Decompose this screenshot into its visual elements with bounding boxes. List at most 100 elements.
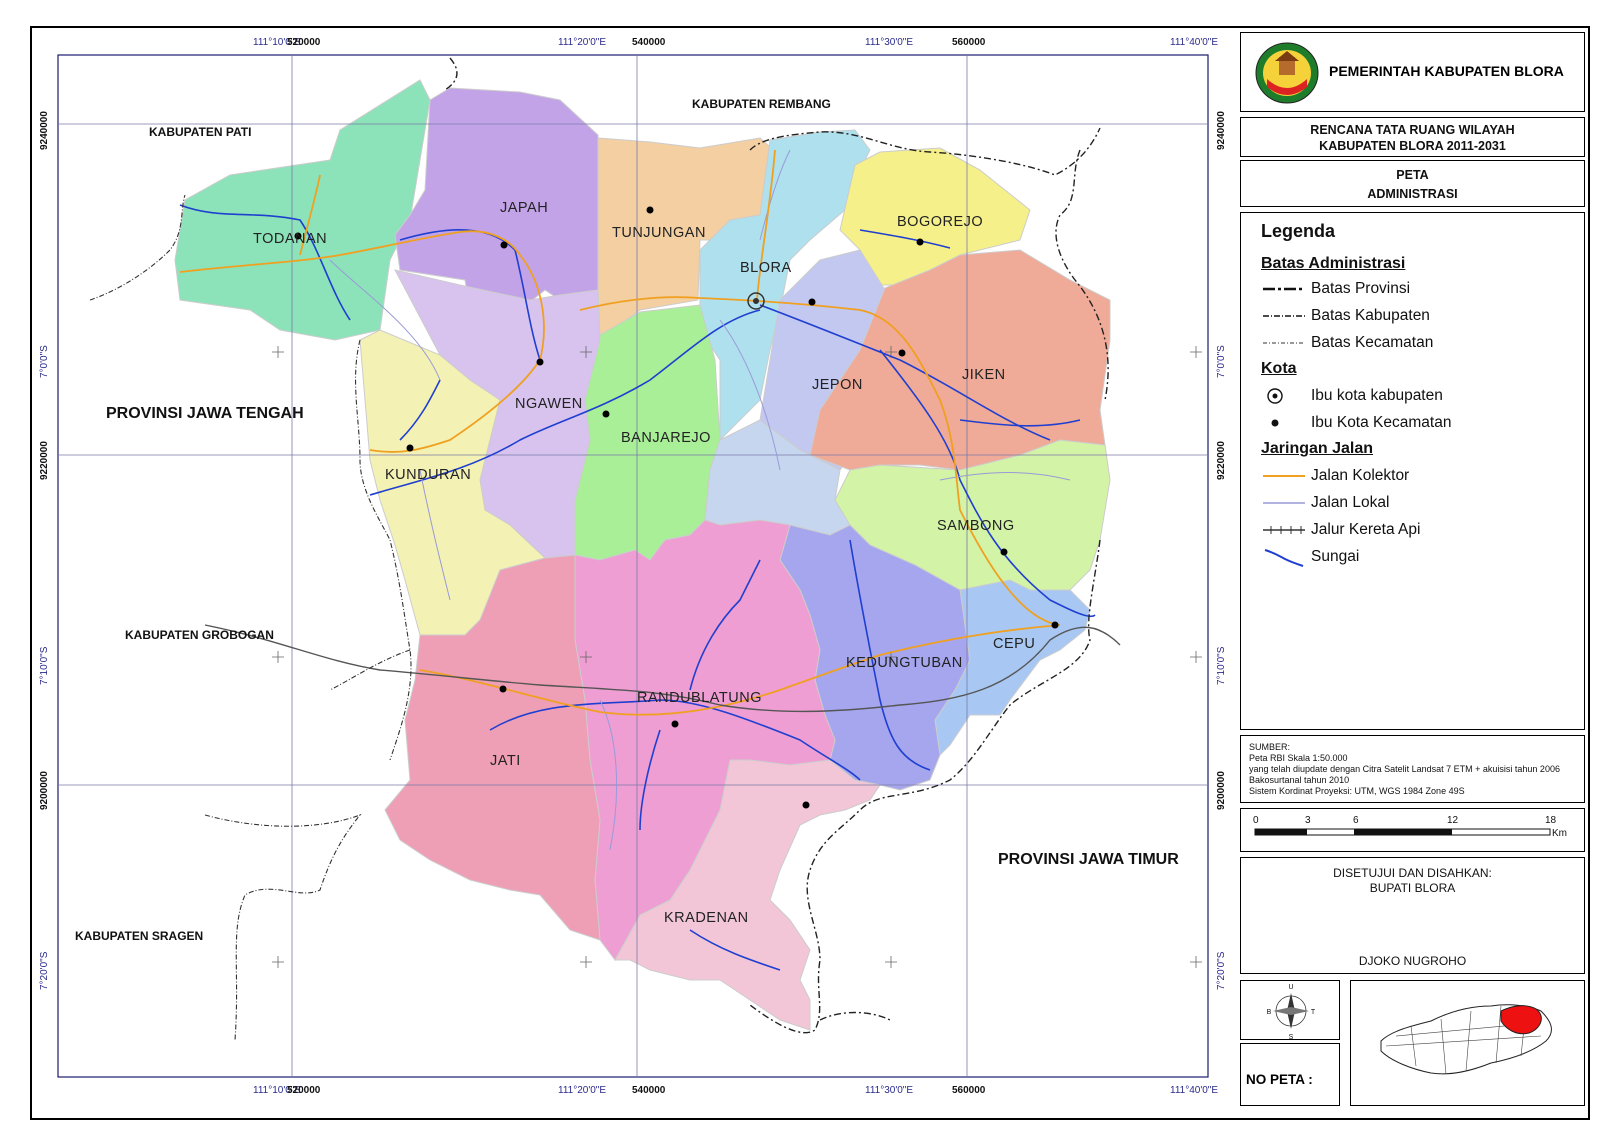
approval-line1: DISETUJUI DAN DISAHKAN: <box>1333 866 1492 880</box>
district-label: KEDUNGTUBAN <box>846 655 963 671</box>
district-label: JEPON <box>812 377 863 393</box>
svg-text:9200000: 9200000 <box>1216 771 1227 810</box>
header-box: PEMERINTAH KABUPATEN BLORA <box>1240 32 1585 112</box>
legend-item-railway: Jalur Kereta Api <box>1261 518 1420 542</box>
svg-text:111°10'0"E: 111°10'0"E <box>253 1085 301 1096</box>
district-label: KRADENAN <box>664 910 749 926</box>
svg-text:520000: 520000 <box>287 37 321 48</box>
district-dot-icon <box>500 241 508 249</box>
district-label: BOGOREJO <box>897 214 983 230</box>
district-dot-icon <box>536 358 544 366</box>
svg-text:7°20'0"S: 7°20'0"S <box>1216 951 1227 990</box>
compass-rose-icon: U S B T <box>1267 984 1316 1041</box>
svg-text:540000: 540000 <box>632 37 666 48</box>
map-type-box: PETA ADMINISTRASI <box>1240 160 1585 207</box>
regency-emblem-icon <box>1255 42 1319 104</box>
local-road-icon <box>1263 502 1305 504</box>
district-dot-icon <box>802 801 810 809</box>
district-dot-icon <box>671 720 679 728</box>
district-dot-icon <box>294 232 302 240</box>
svg-text:7°0'0"S: 7°0'0"S <box>1216 345 1227 378</box>
neighbor-label: PROVINSI JAWA TIMUR <box>998 851 1179 868</box>
district-dot-icon <box>1051 621 1059 629</box>
district-dot-icon <box>916 238 924 246</box>
compass-box: U S B T <box>1240 980 1340 1041</box>
district-label: BLORA <box>740 260 792 276</box>
district-dot-icon <box>499 685 507 693</box>
blora-highlight <box>1500 1005 1542 1035</box>
svg-text:111°20'0"E: 111°20'0"E <box>558 37 606 48</box>
district-dot-icon <box>808 298 816 306</box>
svg-text:9220000: 9220000 <box>39 441 50 480</box>
district-label: TODANAN <box>253 231 327 247</box>
district-label: JIKEN <box>962 367 1006 383</box>
district-label: JAPAH <box>500 200 548 216</box>
legend-item-regency: Batas Kabupaten <box>1261 304 1430 328</box>
svg-text:111°30'0"E: 111°30'0"E <box>865 37 913 48</box>
regency-capital-icon <box>747 292 765 310</box>
district-jati <box>384 554 601 941</box>
neighbor-label: PROVINSI JAWA TENGAH <box>106 405 304 422</box>
railway <box>204 624 1121 713</box>
locator-map-box <box>1350 980 1585 1106</box>
map-frame <box>30 26 1590 1120</box>
svg-text:3: 3 <box>1305 815 1311 826</box>
local-roads <box>329 149 1071 851</box>
graticule-crosses <box>272 346 1202 968</box>
svg-text:520000: 520000 <box>287 1085 321 1096</box>
agency-title: PEMERINTAH KABUPATEN BLORA <box>1329 63 1564 79</box>
grid-labels-left: 9240000 7°0'0"S 9220000 7°10'0"S 9200000… <box>39 111 50 990</box>
rivers <box>179 204 1096 971</box>
district-label: KUNDURAN <box>385 467 471 483</box>
regency-boundary <box>89 194 412 1041</box>
district-label: NGAWEN <box>515 396 583 412</box>
svg-text:111°10'0"E: 111°10'0"E <box>253 37 301 48</box>
source-box: SUMBER: Peta RBI Skala 1:50.000 yang tel… <box>1240 735 1585 803</box>
legend-item-capital: Ibu kota kabupaten <box>1261 384 1443 408</box>
svg-text:U: U <box>1288 984 1293 991</box>
regency-boundary-icon <box>1263 315 1305 317</box>
svg-text:9200000: 9200000 <box>39 771 50 810</box>
svg-text:540000: 540000 <box>632 1085 666 1096</box>
plan-title-box: RENCANA TATA RUANG WILAYAH KABUPATEN BLO… <box>1240 117 1585 157</box>
river-icon <box>1264 549 1304 567</box>
map-type-line2: ADMINISTRASI <box>1367 187 1458 201</box>
province-boundary-icon <box>1263 287 1305 291</box>
district-label: RANDUBLATUNG <box>637 690 762 706</box>
legend-item-river: Sungai <box>1261 545 1359 569</box>
svg-text:18: 18 <box>1545 815 1557 826</box>
district-kradenan <box>614 759 881 1031</box>
collector-roads <box>179 149 1061 716</box>
district-dot-icon <box>1000 548 1008 556</box>
neighbor-label: KABUPATEN REMBANG <box>692 97 831 111</box>
district-label: BANJAREJO <box>621 430 711 446</box>
svg-text:7°20'0"S: 7°20'0"S <box>39 951 50 990</box>
province-boundary <box>444 57 1109 1034</box>
scale-bar-box: 0 3 6 12 18 Km <box>1240 808 1585 852</box>
svg-text:111°20'0"E: 111°20'0"E <box>558 1085 606 1096</box>
svg-text:0: 0 <box>1253 815 1259 826</box>
neighbor-label: KABUPATEN PATI <box>149 125 251 139</box>
svg-text:T: T <box>1311 1009 1316 1016</box>
legend-item-province: Batas Provinsi <box>1261 277 1410 301</box>
district-todanan <box>174 79 431 341</box>
collector-road-icon <box>1263 475 1305 477</box>
approval-line2: BUPATI BLORA <box>1369 881 1456 895</box>
railway-icon <box>1263 526 1305 534</box>
svg-text:12: 12 <box>1447 815 1459 826</box>
svg-text:6: 6 <box>1353 815 1359 826</box>
locator-map <box>1380 1004 1552 1075</box>
svg-text:9220000: 9220000 <box>1216 441 1227 480</box>
map-type-line1: PETA <box>1396 168 1429 182</box>
grid-labels-top: 111°10'0"E 520000 111°20'0"E 540000 111°… <box>253 37 1218 48</box>
svg-text:B: B <box>1267 1009 1272 1016</box>
signatory-name: DJOKO NUGROHO <box>1358 954 1467 968</box>
district-label: CEPU <box>993 636 1035 652</box>
svg-text:9240000: 9240000 <box>1216 111 1227 150</box>
legend-box: Legenda Batas Administrasi Batas Provins… <box>1240 212 1585 730</box>
approval-box: DISETUJUI DAN DISAHKAN: BUPATI BLORA DJO… <box>1240 857 1585 974</box>
district-boundary-icon <box>1263 342 1305 344</box>
svg-text:Km: Km <box>1552 828 1567 839</box>
district-dot-icon <box>898 349 906 357</box>
